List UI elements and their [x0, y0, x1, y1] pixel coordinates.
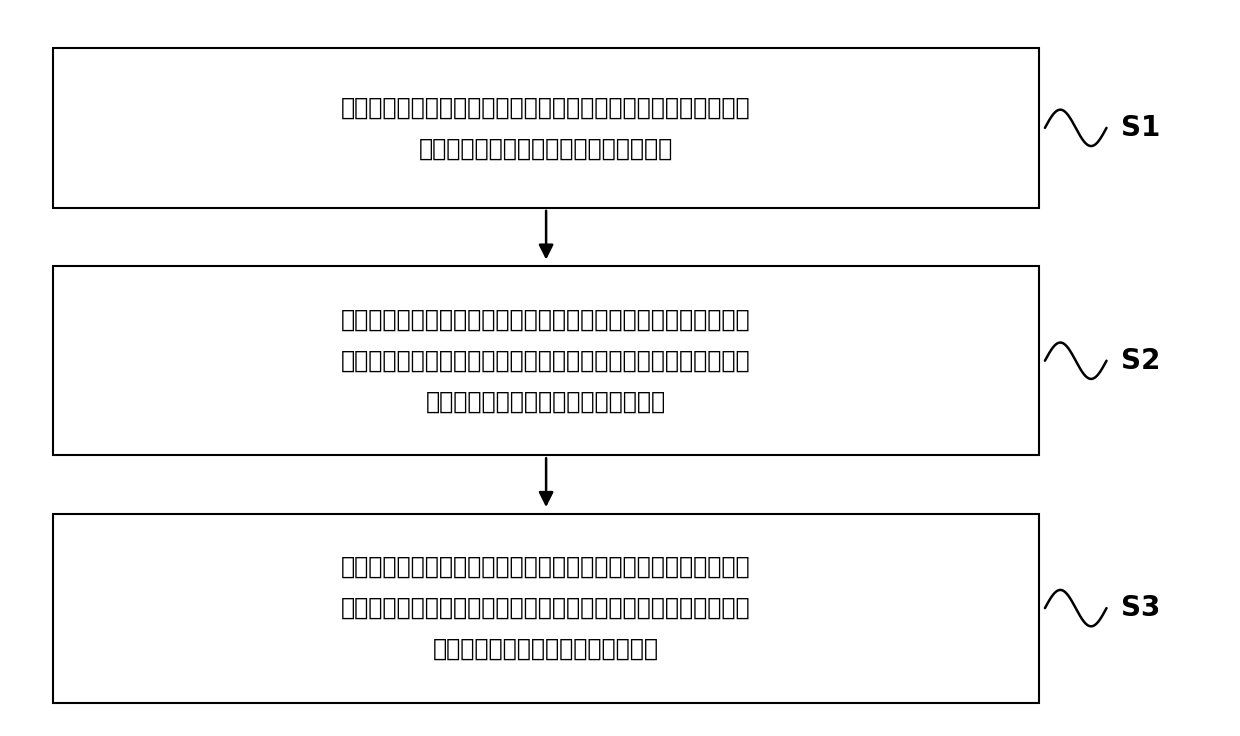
FancyBboxPatch shape — [53, 514, 1039, 703]
Text: S2: S2 — [1121, 347, 1161, 375]
Text: 将所述高分子材料的热力学温度与老化时间之间的数值关系代入所
述高分子材料的性能指标变化方程，获得所述高分子材料的热损伤
性能指标与老化时间之间的定量关系: 将所述高分子材料的热力学温度与老化时间之间的数值关系代入所 述高分子材料的性能指… — [341, 555, 751, 661]
Text: S1: S1 — [1121, 114, 1161, 142]
Text: 分析高分子材料在老化过程中热损伤性能指标随时间变化的规律，
建立所述高分子材料的性能指标变化方程: 分析高分子材料在老化过程中热损伤性能指标随时间变化的规律， 建立所述高分子材料的… — [341, 96, 751, 160]
Text: S3: S3 — [1121, 594, 1161, 622]
FancyBboxPatch shape — [53, 266, 1039, 456]
FancyBboxPatch shape — [53, 48, 1039, 208]
Text: 建立变温度场中所述高分子材料的模拟实验模型，并利用有限元分
析方法对所述模拟实验模型进行数值求解，获得所述高分子材料的
热力学温度与老化时间之间的数值关系: 建立变温度场中所述高分子材料的模拟实验模型，并利用有限元分 析方法对所述模拟实验… — [341, 308, 751, 414]
